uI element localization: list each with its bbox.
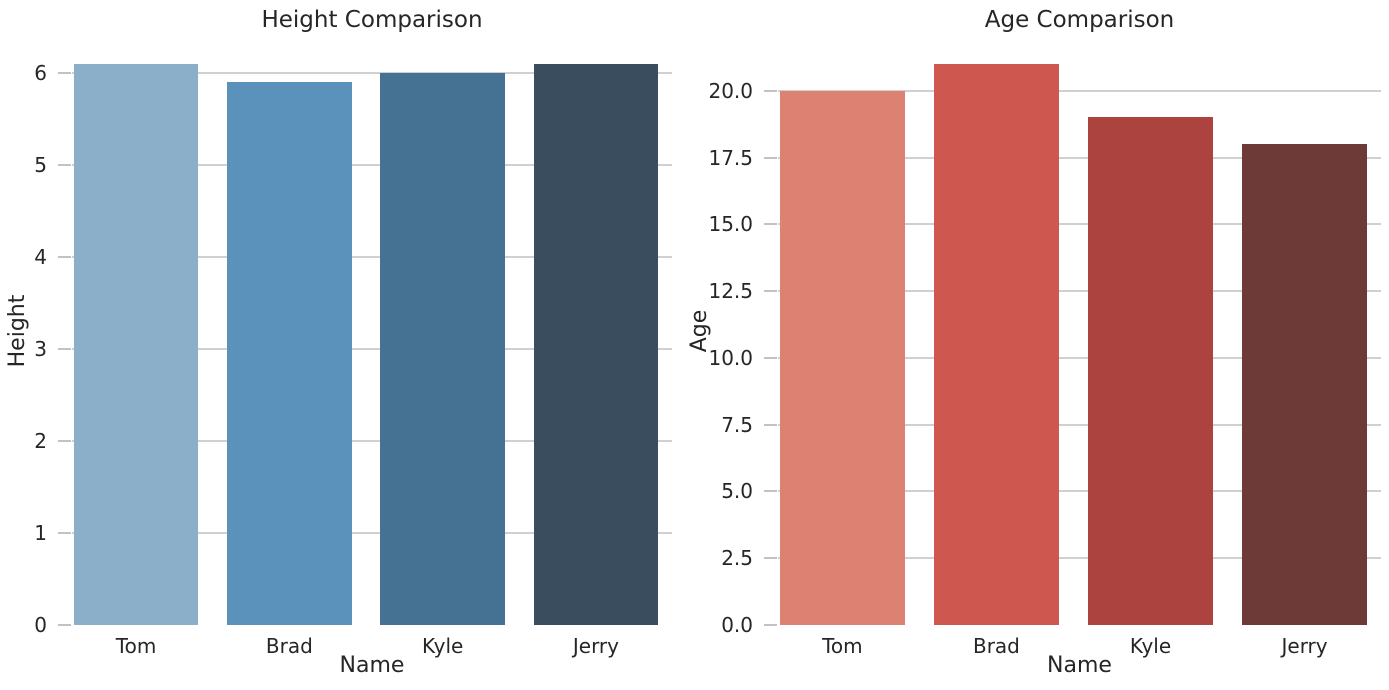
y-tick-mark: [764, 156, 777, 159]
bar-jerry: [1242, 144, 1368, 625]
x-tick-label: Jerry: [1281, 634, 1328, 658]
y-tick-mark: [764, 490, 777, 493]
chart-title: Height Comparison: [261, 7, 483, 33]
gridline: [72, 532, 672, 535]
y-tick-label: 7.5: [721, 412, 753, 437]
y-tick-label: 5.0: [721, 479, 753, 504]
y-tick-mark: [58, 624, 71, 626]
y-tick-mark: [58, 164, 71, 167]
bar-tom: [73, 64, 199, 625]
x-axis-label: Name: [339, 653, 405, 678]
y-tick-label: 10.0: [708, 345, 753, 370]
plot-area: [778, 36, 1381, 625]
y-tick-label: 0.0: [721, 613, 753, 637]
gridline: [72, 164, 672, 167]
y-tick-label: 12.5: [708, 279, 753, 304]
gridline: [778, 223, 1381, 226]
gridline: [778, 290, 1381, 293]
y-tick-mark: [764, 290, 777, 293]
bar-jerry: [533, 64, 659, 625]
y-tick-mark: [764, 89, 777, 92]
y-tick-label: 6: [34, 61, 47, 86]
y-tick-mark: [58, 72, 71, 75]
gridline: [72, 256, 672, 259]
y-tick-label: 20.0: [708, 78, 753, 103]
x-tick-label: Tom: [822, 634, 863, 658]
y-tick-mark: [764, 557, 777, 560]
y-tick-label: 2.5: [721, 546, 753, 571]
y-tick-mark: [58, 348, 71, 351]
y-tick-label: 2: [34, 429, 47, 454]
chart-title: Age Comparison: [984, 7, 1175, 33]
y-tick-mark: [58, 532, 71, 535]
y-tick-label: 1: [34, 521, 47, 546]
gridline: [72, 72, 672, 75]
x-tick-label: Kyle: [1129, 634, 1172, 658]
y-tick-label: 0: [34, 613, 47, 637]
x-tick-label: Jerry: [572, 634, 619, 658]
y-tick-mark: [58, 256, 71, 259]
y-tick-label: 15.0: [708, 212, 753, 237]
gridline: [778, 490, 1381, 493]
bar-tom: [779, 90, 905, 625]
y-tick-mark: [764, 356, 777, 359]
y-tick-mark: [764, 423, 777, 426]
y-tick-mark: [58, 440, 71, 443]
gridline: [778, 557, 1381, 560]
bar-brad: [933, 64, 1059, 625]
x-axis-label: Name: [1047, 653, 1112, 678]
bar-brad: [227, 82, 352, 625]
gridline: [778, 423, 1381, 426]
y-tick-mark: [764, 223, 777, 226]
y-tick-label: 3: [34, 337, 47, 362]
bar-kyle: [380, 73, 505, 625]
x-tick-label: Tom: [115, 634, 157, 658]
gridline: [778, 356, 1381, 359]
gridline: [778, 156, 1381, 159]
gridline: [72, 440, 672, 443]
y-tick-label: 5: [34, 153, 47, 178]
x-tick-label: Kyle: [421, 634, 464, 658]
y-tick-mark: [764, 624, 777, 626]
y-tick-label: 17.5: [708, 145, 753, 170]
gridline: [72, 348, 672, 351]
y-tick-label: 4: [34, 245, 47, 270]
bar-kyle: [1087, 117, 1214, 625]
x-tick-label: Brad: [265, 634, 313, 658]
x-tick-label: Brad: [972, 634, 1020, 658]
gridline: [778, 89, 1381, 92]
plot-area: [72, 36, 672, 625]
